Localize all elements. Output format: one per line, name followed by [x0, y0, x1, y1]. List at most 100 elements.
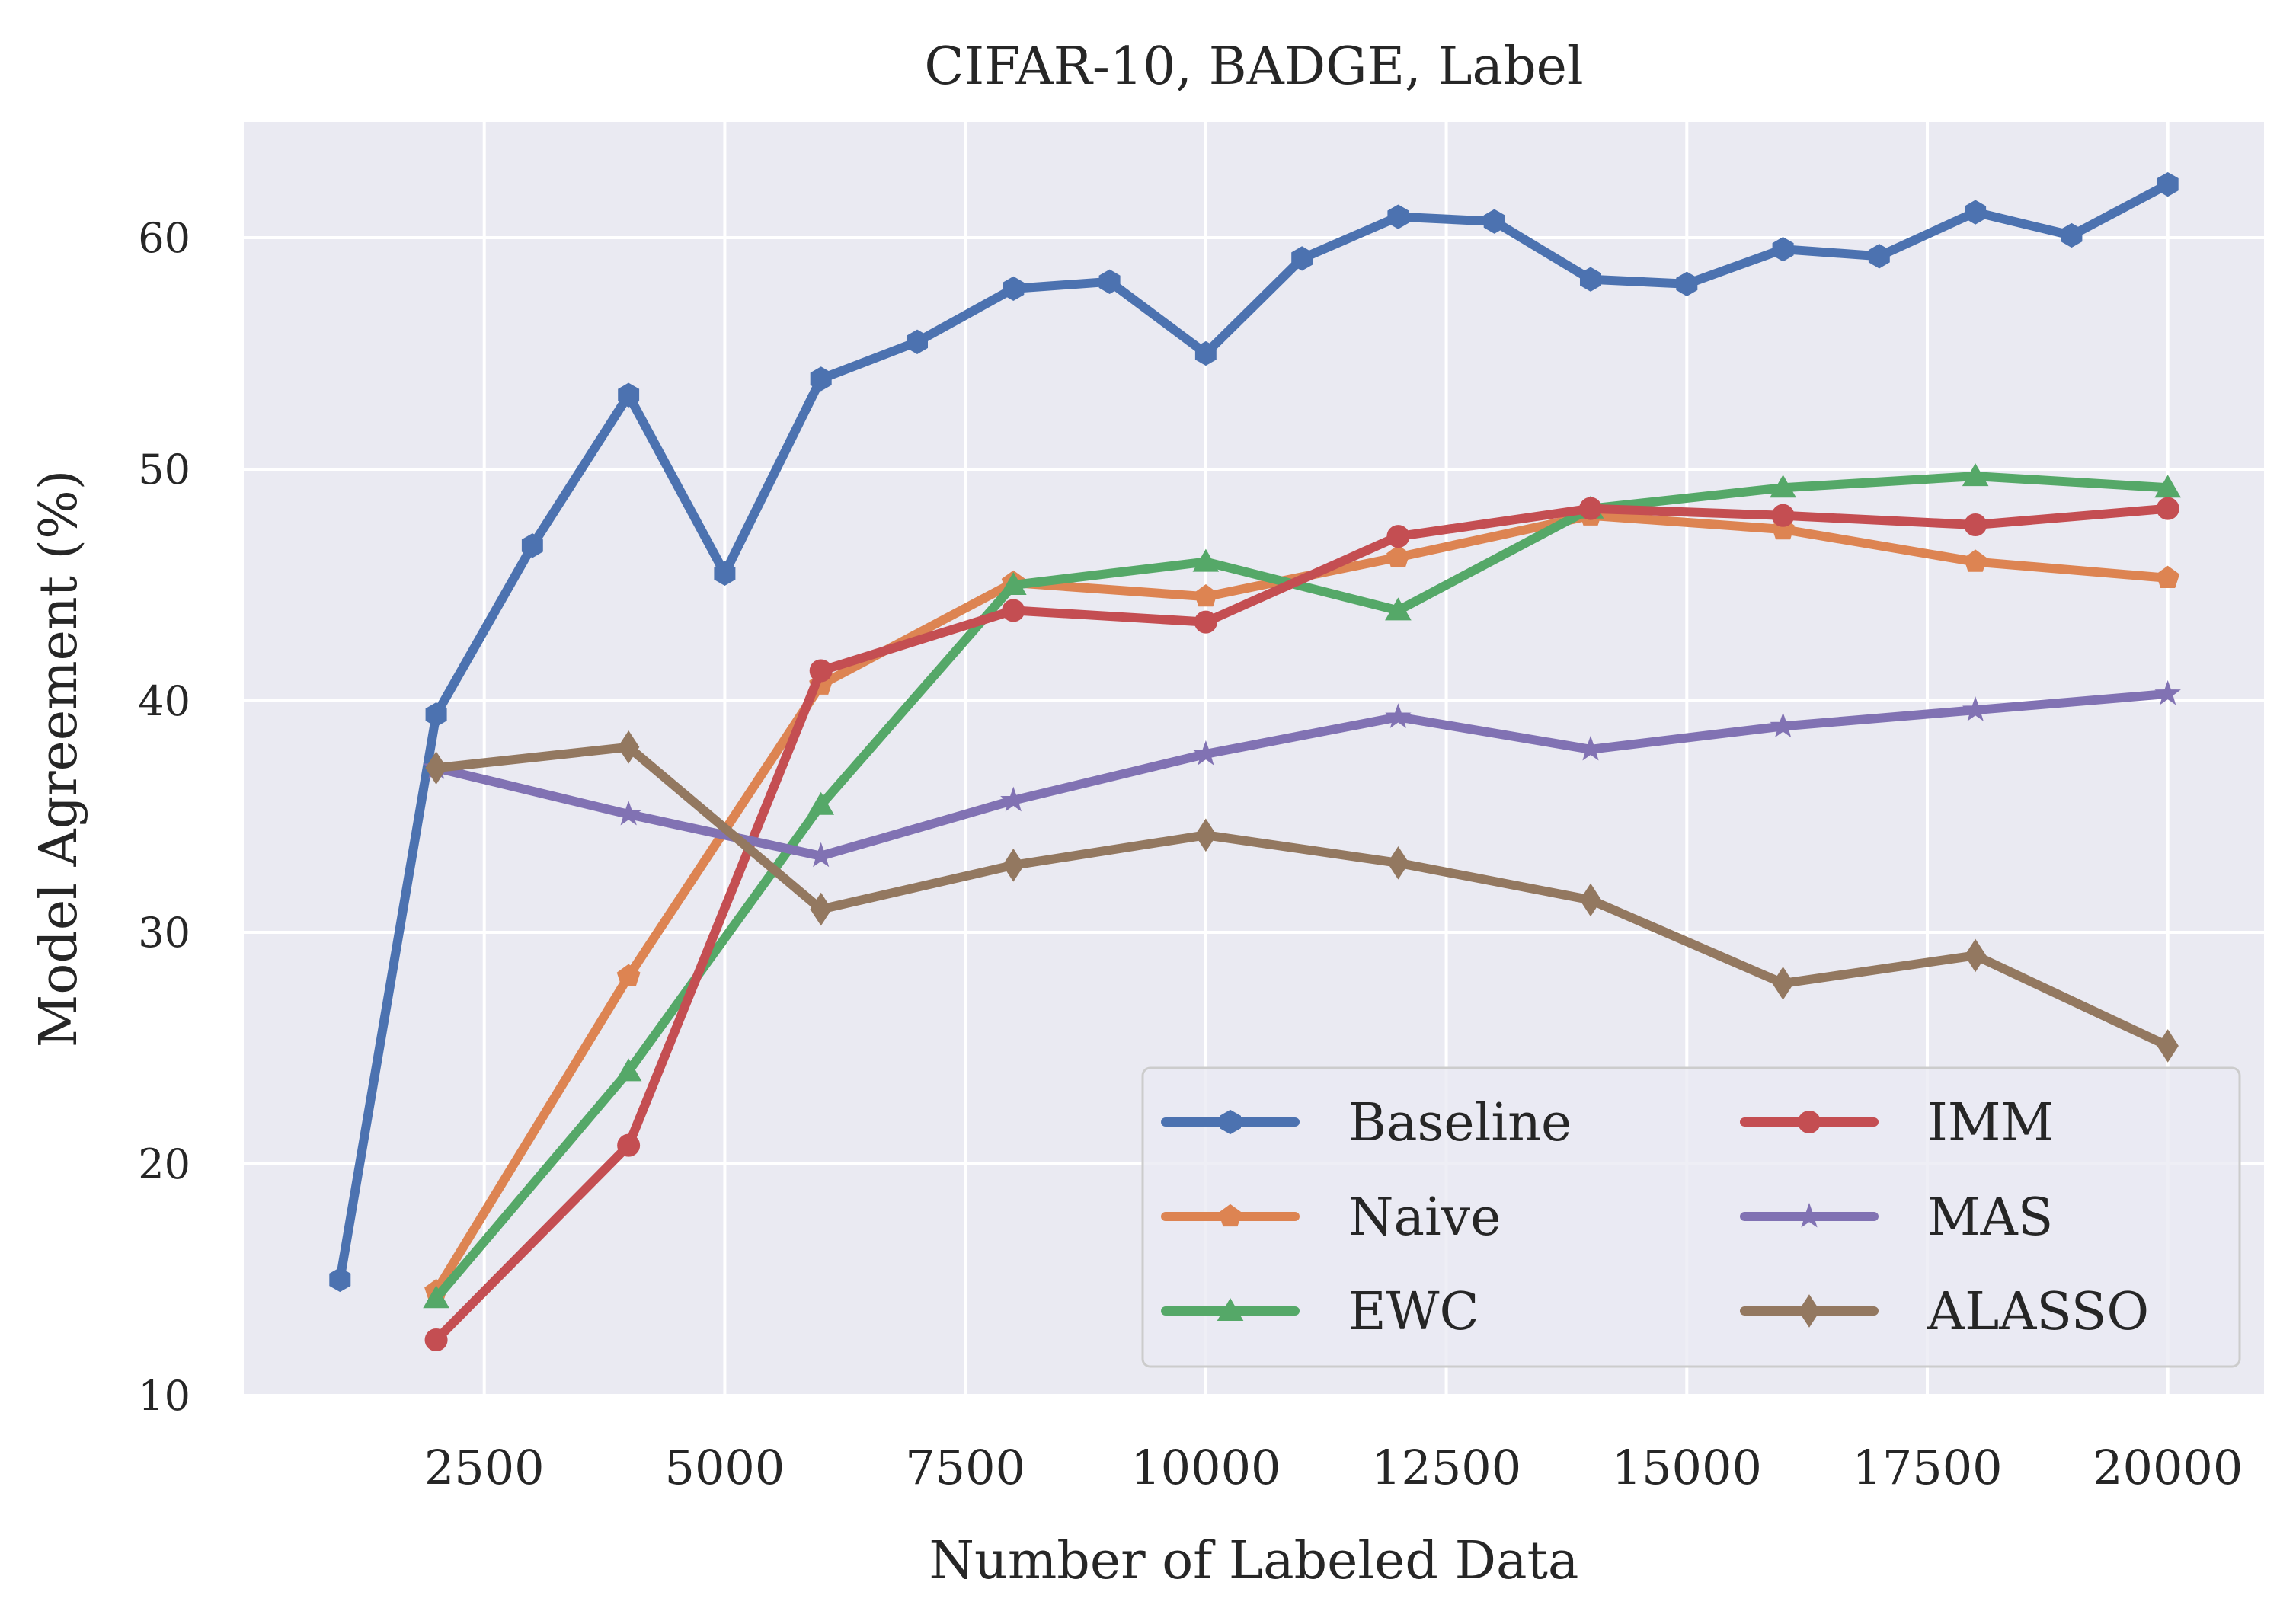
data-point-naive	[1386, 545, 1410, 567]
y-tick-label: 40	[138, 677, 190, 725]
x-tick-label: 2500	[424, 1440, 545, 1495]
series-line-baseline	[335, 180, 2173, 1284]
data-point-imm	[1771, 504, 1795, 527]
legend-label-alasso: ALASSO	[1927, 1282, 2149, 1342]
data-point-baseline	[2061, 222, 2083, 248]
data-point-alasso	[2157, 1029, 2179, 1063]
x-tick-label: 7500	[905, 1440, 1025, 1495]
data-point-baseline	[618, 382, 640, 408]
series-line-mas	[431, 689, 2173, 861]
y-tick-label: 60	[138, 214, 190, 262]
data-point-naive	[1194, 583, 1218, 607]
x-tick-label: 17500	[1852, 1440, 2002, 1495]
series-line-ewc	[431, 472, 2173, 1303]
legend-entry-imm: IMM	[1740, 1093, 2054, 1153]
data-point-ewc	[999, 572, 1027, 595]
legend-entry-naive: Naive	[1161, 1188, 1501, 1248]
data-point-alasso	[810, 892, 832, 926]
data-point-imm	[1579, 497, 1602, 520]
x-tick-label: 12500	[1371, 1440, 1521, 1495]
data-point-baseline	[329, 1267, 351, 1293]
data-point-ewc	[423, 1285, 449, 1309]
data-point-mas	[1192, 740, 1219, 766]
legend-entry-alasso: ALASSO	[1740, 1282, 2149, 1342]
data-point-imm	[617, 1133, 641, 1157]
data-point-mas	[1770, 712, 1796, 738]
data-point-alasso	[425, 751, 447, 785]
data-point-ewc	[1770, 475, 1796, 498]
data-point-naive	[1963, 549, 1987, 572]
series-alasso	[425, 730, 2179, 1063]
data-point-mas	[616, 800, 642, 826]
legend-entry-ewc: EWC	[1161, 1282, 1479, 1342]
data-point-baseline	[907, 329, 928, 354]
data-point-naive	[2156, 565, 2180, 588]
data-point-baseline	[1676, 271, 1698, 296]
data-point-imm	[1386, 525, 1410, 548]
legend-marker-naive	[1218, 1204, 1242, 1227]
data-point-baseline	[1194, 340, 1217, 366]
series-line-alasso	[431, 742, 2173, 1050]
legend-marker-baseline	[1220, 1109, 1241, 1135]
legend-marker-mas	[1796, 1202, 1823, 1228]
data-point-alasso	[1772, 967, 1794, 1000]
data-point-baseline	[714, 561, 736, 586]
legend-entry-baseline: Baseline	[1161, 1093, 1572, 1153]
legend-label-imm: IMM	[1927, 1093, 2054, 1153]
x-axis-label: Number of Labeled Data	[929, 1531, 1579, 1591]
legend-label-baseline: Baseline	[1348, 1093, 1572, 1153]
data-point-baseline	[810, 366, 832, 392]
legend-label-ewc: EWC	[1348, 1282, 1479, 1342]
data-point-baseline	[521, 533, 543, 558]
data-point-baseline	[1003, 276, 1025, 302]
data-point-baseline	[425, 702, 447, 727]
series-baseline	[329, 171, 2179, 1293]
y-axis-label: Model Agreement (%)	[29, 470, 89, 1047]
legend-marker-ewc	[1217, 1298, 1244, 1321]
data-point-alasso	[1387, 846, 1409, 880]
series-layer	[329, 171, 2182, 1352]
x-tick-labels: 2500 5000 7500 10000 12500 15000 17500 20000	[424, 1440, 2243, 1495]
data-point-ewc	[2154, 475, 2182, 498]
y-tick-labels: 10 20 30 40 50 60	[138, 214, 190, 1420]
data-point-mas	[1385, 703, 1412, 728]
data-point-imm	[2156, 497, 2179, 520]
data-point-baseline	[1772, 237, 1794, 262]
series-ewc	[423, 463, 2182, 1309]
x-tick-label: 20000	[2093, 1440, 2243, 1495]
data-point-ewc	[1962, 463, 1989, 487]
data-point-mas	[1962, 696, 1989, 721]
data-point-ewc	[807, 791, 835, 815]
legend-box	[1141, 1066, 2241, 1368]
data-point-baseline	[1580, 267, 1601, 292]
data-point-baseline	[1483, 209, 1505, 234]
data-point-mas	[2154, 679, 2181, 705]
data-point-mas	[1000, 786, 1027, 812]
data-point-mas	[807, 842, 834, 868]
data-point-alasso	[617, 730, 640, 764]
x-tick-label: 15000	[1612, 1440, 1762, 1495]
data-point-imm	[1194, 610, 1217, 634]
y-tick-label: 30	[138, 909, 190, 957]
chart-title: CIFAR-10, BADGE, Label	[924, 37, 1583, 97]
y-tick-label: 20	[138, 1140, 190, 1188]
legend-label-naive: Naive	[1348, 1188, 1501, 1248]
data-point-ewc	[1385, 597, 1412, 621]
y-tick-label: 10	[138, 1372, 190, 1420]
data-point-naive	[616, 964, 641, 986]
data-point-baseline	[1868, 244, 1890, 269]
data-point-imm	[1002, 599, 1025, 622]
data-point-alasso	[1194, 818, 1217, 852]
data-point-imm	[424, 1328, 448, 1352]
series-imm	[424, 497, 2179, 1352]
data-point-baseline	[1387, 204, 1409, 229]
data-point-mas	[1577, 735, 1604, 761]
data-point-baseline	[1965, 200, 1987, 225]
data-point-baseline	[1098, 269, 1121, 294]
data-point-baseline	[2157, 171, 2179, 197]
data-point-ewc	[615, 1058, 642, 1082]
legend-entry-mas: MAS	[1740, 1188, 2053, 1248]
data-point-alasso	[1579, 883, 1602, 917]
data-point-imm	[809, 659, 833, 683]
